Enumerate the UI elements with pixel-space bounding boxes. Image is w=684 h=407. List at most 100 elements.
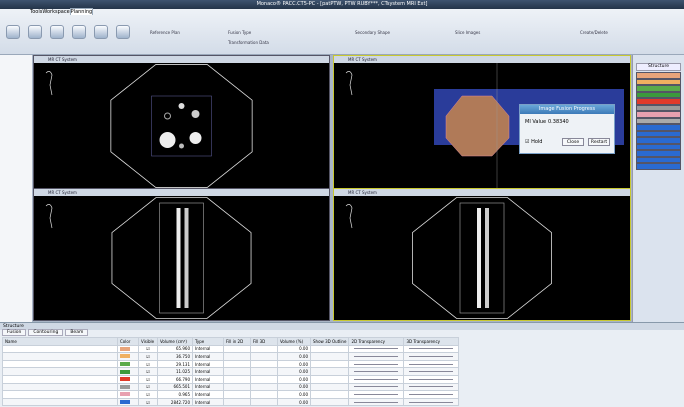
slider-cell (403, 344, 460, 354)
structure-swatch[interactable] (636, 72, 681, 79)
title-bar: Monaco® PACC.CT5-PC - [patPTW, PTW RUBY*… (0, 0, 684, 9)
ribbon-icon[interactable] (94, 25, 108, 39)
ribbon-tab[interactable]: Tools (30, 9, 43, 15)
hold-checkbox[interactable]: ☑ Hold (525, 139, 543, 145)
slider[interactable] (409, 401, 454, 403)
table-row[interactable]: ☑ 665.501 Internal 0.00 (2, 382, 460, 392)
percent-cell: 0.00 (277, 352, 311, 361)
volume-cell: 36.750 (157, 352, 193, 361)
table-row[interactable]: ☑ 2842.720 Internal 0.00 (2, 397, 460, 407)
slider[interactable] (354, 348, 399, 350)
ribbon-icon[interactable] (50, 25, 64, 39)
column-header: Type (192, 337, 224, 346)
fill-cell (223, 359, 251, 369)
viewport-header: MR CT System (334, 189, 630, 196)
slider[interactable] (409, 378, 454, 380)
restart-button[interactable]: Restart (588, 138, 610, 146)
structure-swatch[interactable] (636, 163, 681, 170)
viewport-label: MR CT System (348, 190, 377, 195)
slider[interactable] (409, 348, 454, 350)
viewport[interactable]: MR CT System (33, 188, 330, 321)
ribbon-tab[interactable]: Workspace (42, 9, 70, 15)
slider[interactable] (409, 371, 454, 373)
fill-cell (223, 374, 251, 384)
type-cell: Internal (192, 397, 224, 407)
bottom-title: Structure (0, 323, 684, 330)
structure-swatch[interactable] (636, 111, 681, 118)
outline-cell (309, 352, 350, 361)
slider[interactable] (354, 378, 399, 380)
table-row[interactable]: ☑ 11.025 Internal 0.00 (2, 367, 460, 376)
percent-cell: 0.00 (277, 390, 311, 399)
bottom-tab[interactable]: Beam (65, 329, 89, 336)
mi-value: 0.38340 (548, 119, 569, 125)
close-button[interactable]: Close (562, 138, 584, 146)
slider-cell (348, 352, 405, 361)
slider[interactable] (409, 363, 454, 365)
structure-swatch[interactable] (636, 85, 681, 92)
structure-swatch[interactable] (636, 98, 681, 105)
structure-list (633, 72, 684, 170)
slider[interactable] (354, 393, 399, 395)
slider[interactable] (354, 363, 399, 365)
ribbon-icon[interactable] (6, 25, 20, 39)
slider-cell (403, 374, 460, 384)
slider[interactable] (409, 393, 454, 395)
ribbon-tab[interactable]: Planning (69, 8, 94, 15)
structure-swatch[interactable] (636, 150, 681, 157)
table-row[interactable]: ☑ 65.960 Internal 0.00 (2, 344, 460, 354)
slider[interactable] (354, 371, 399, 373)
dialog-title: Image Fusion Progress (520, 105, 614, 114)
table-row[interactable]: ☑ 66.790 Internal 0.00 (2, 374, 460, 384)
volume-cell: 0.965 (157, 390, 193, 399)
column-header: Fill in 2D (223, 337, 251, 346)
outline-cell (309, 397, 350, 407)
outline-cell (309, 382, 350, 392)
slider[interactable] (409, 386, 454, 388)
visible-cell: ☑ (138, 344, 158, 354)
structure-swatch[interactable] (636, 124, 681, 131)
viewport-label: MR CT System (48, 57, 77, 62)
table-row[interactable]: ☑ 0.965 Internal 0.00 (2, 390, 460, 399)
structure-swatch[interactable] (636, 104, 681, 111)
viewport[interactable]: MR CT System (33, 55, 330, 190)
color-swatch (120, 369, 130, 374)
slider[interactable] (354, 401, 399, 403)
structure-swatch[interactable] (636, 117, 681, 124)
fill-cell (250, 352, 278, 361)
type-cell: Internal (192, 352, 224, 361)
structure-swatch[interactable] (636, 137, 681, 144)
slider-cell (348, 382, 405, 392)
ribbon-icon[interactable] (72, 25, 86, 39)
structure-swatch[interactable] (636, 143, 681, 150)
fill-cell (250, 390, 278, 399)
bottom-tab[interactable]: Contouring (28, 329, 64, 336)
image (45, 64, 253, 188)
viewport-header: MR CT System (34, 189, 329, 196)
viewport-label: MR CT System (348, 57, 377, 62)
color-cell (117, 359, 139, 369)
bottom-tab[interactable]: Fusion (2, 329, 27, 336)
type-cell: Internal (192, 382, 224, 392)
volume-cell: 29.131 (157, 359, 193, 369)
ribbon-icon[interactable] (116, 25, 130, 39)
structure-table: Name Color Visible Volume (cm³) Type Fill in … (2, 337, 460, 407)
structure-swatch[interactable] (636, 156, 681, 163)
visible-cell: ☑ (138, 374, 158, 384)
percent-cell: 0.00 (277, 382, 311, 392)
column-header: Name (2, 337, 118, 346)
table-row[interactable]: ☑ 29.131 Internal 0.00 (2, 359, 460, 369)
ribbon-icon[interactable] (28, 25, 42, 39)
structure-swatch[interactable] (636, 91, 681, 98)
table-row[interactable]: ☑ 36.750 Internal 0.00 (2, 352, 460, 361)
viewport[interactable]: MR CT System (333, 188, 631, 321)
slider[interactable] (409, 355, 454, 357)
ribbon: ToolsWorkspacePlanning Reference Plan Fus… (0, 8, 684, 55)
percent-cell: 0.00 (277, 397, 311, 407)
structure-swatch[interactable] (636, 130, 681, 137)
left-margin (0, 55, 32, 322)
slider[interactable] (354, 355, 399, 357)
structure-swatch[interactable] (636, 78, 681, 85)
fill-cell (250, 367, 278, 376)
slider[interactable] (354, 386, 399, 388)
